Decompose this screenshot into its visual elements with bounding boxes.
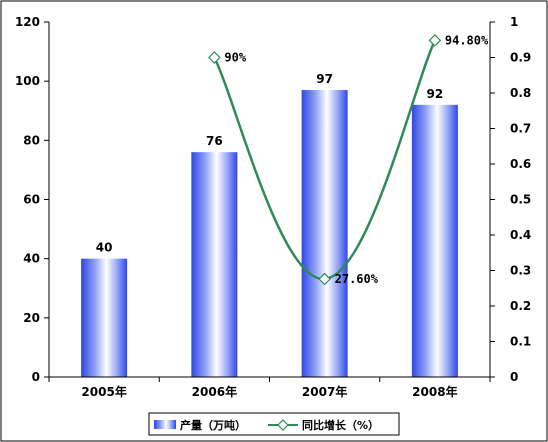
- legend-line-label: 同比增长（%）: [302, 418, 379, 432]
- left-tick-label: 0: [32, 370, 40, 384]
- axes: [48, 22, 491, 382]
- left-tick-label: 20: [23, 311, 40, 325]
- right-axis-ticks: 0 0.1 0.2 0.3 0.4 0.5 0.6 0.7 0.8 0.9 1: [490, 15, 531, 384]
- line-point-marker: [428, 34, 442, 47]
- legend-bar-swatch: [154, 420, 176, 429]
- bar: [191, 152, 238, 377]
- legend: 产量（万吨） 同比增长（%）: [148, 412, 400, 436]
- left-tick-label: 100: [15, 74, 40, 88]
- right-tick-label: 0.6: [510, 157, 531, 171]
- right-tick-label: 0.5: [510, 193, 531, 207]
- left-axis-ticks: 0 20 40 60 80 100 120: [15, 15, 49, 384]
- line-value-label: 90%: [224, 51, 246, 65]
- right-tick-label: 0.4: [510, 228, 531, 242]
- line-series: 90% 27.60% 94.80%: [208, 33, 489, 286]
- right-tick-label: 0.3: [510, 264, 531, 278]
- legend-diamond-marker: [277, 419, 289, 431]
- left-tick-label: 60: [23, 193, 40, 207]
- right-tick-label: 0.8: [510, 86, 531, 100]
- bar: [81, 258, 128, 377]
- left-tick-label: 120: [15, 15, 40, 29]
- line-value-label: 94.80%: [445, 33, 489, 47]
- legend-bar-label: 产量（万吨）: [180, 418, 246, 432]
- category-labels: 2005年 2006年 2007年 2008年: [81, 384, 457, 399]
- right-tick-label: 0.9: [510, 51, 531, 65]
- bar-value-label: 76: [206, 134, 223, 148]
- right-tick-label: 0.2: [510, 299, 531, 313]
- bar-data-labels: 40 76 97 92: [96, 72, 443, 255]
- right-tick-label: 0.7: [510, 122, 531, 136]
- bar-value-label: 97: [316, 72, 333, 86]
- line-point-marker: [208, 51, 221, 64]
- right-tick-label: 1: [510, 15, 518, 29]
- right-tick-label: 0.1: [510, 335, 531, 349]
- bar: [411, 104, 458, 377]
- category-label: 2005年: [81, 384, 126, 399]
- bar-series: [81, 90, 458, 378]
- left-tick-label: 80: [23, 133, 40, 147]
- category-label: 2006年: [192, 384, 237, 399]
- line-point-marker: [318, 272, 331, 286]
- right-tick-label: 0: [510, 370, 518, 384]
- bar-value-label: 40: [96, 241, 113, 255]
- left-tick-label: 40: [23, 252, 40, 266]
- bar: [301, 90, 348, 378]
- category-label: 2008年: [412, 384, 457, 399]
- bar-value-label: 92: [427, 87, 444, 101]
- line-value-label: 27.60%: [335, 272, 379, 286]
- category-label: 2007年: [302, 384, 347, 399]
